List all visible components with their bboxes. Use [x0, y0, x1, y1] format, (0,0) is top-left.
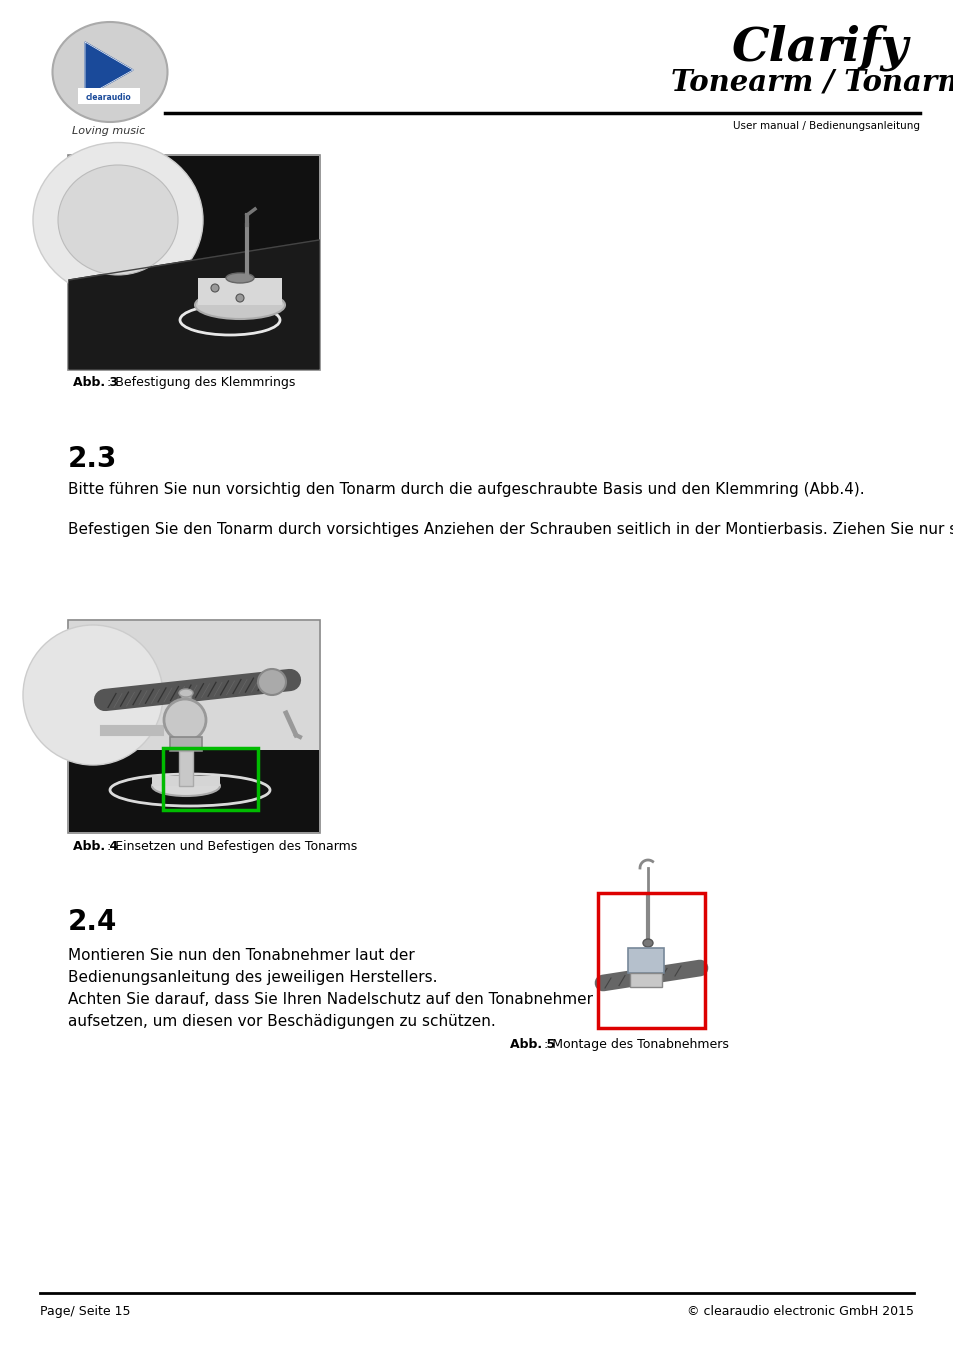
- Ellipse shape: [211, 284, 219, 292]
- Text: : Einsetzen und Befestigen des Tonarms: : Einsetzen und Befestigen des Tonarms: [107, 840, 356, 853]
- Bar: [598, 892, 704, 1027]
- Bar: [598, 892, 704, 1027]
- Bar: [629, 973, 661, 987]
- Bar: [68, 155, 319, 370]
- Bar: [78, 88, 140, 104]
- Bar: [198, 278, 282, 305]
- Ellipse shape: [179, 688, 193, 697]
- Text: User manual / Bedienungsanleitung: User manual / Bedienungsanleitung: [732, 122, 919, 131]
- Text: Abb. 5: Abb. 5: [510, 1038, 555, 1052]
- Text: aufsetzen, um diesen vor Beschädigungen zu schützen.: aufsetzen, um diesen vor Beschädigungen …: [68, 1014, 496, 1029]
- Bar: [179, 751, 193, 786]
- Ellipse shape: [164, 699, 206, 741]
- Text: 2.4: 2.4: [68, 909, 117, 936]
- Bar: [170, 737, 202, 751]
- Bar: [181, 695, 191, 713]
- Text: Achten Sie darauf, dass Sie Ihren Nadelschutz auf den Tonabnehmer: Achten Sie darauf, dass Sie Ihren Nadels…: [68, 992, 593, 1007]
- Ellipse shape: [58, 165, 178, 275]
- Text: Bitte führen Sie nun vorsichtig den Tonarm durch die aufgeschraubte Basis und de: Bitte führen Sie nun vorsichtig den Tona…: [68, 482, 863, 497]
- Ellipse shape: [226, 273, 253, 284]
- Text: Abb. 3: Abb. 3: [73, 377, 118, 389]
- Bar: [627, 948, 663, 973]
- Bar: [68, 620, 319, 833]
- Text: Bedienungsanleitung des jeweiligen Herstellers.: Bedienungsanleitung des jeweiligen Herst…: [68, 971, 437, 986]
- Text: © clearaudio electronic GmbH 2015: © clearaudio electronic GmbH 2015: [686, 1305, 913, 1318]
- Bar: [152, 776, 220, 786]
- Text: Loving music: Loving music: [72, 126, 146, 136]
- Text: 2.3: 2.3: [68, 446, 117, 472]
- Text: clearaudio: clearaudio: [86, 93, 132, 101]
- Polygon shape: [85, 42, 132, 97]
- Text: Abb. 4: Abb. 4: [73, 840, 118, 853]
- Text: Tonearm / Tonarm: Tonearm / Tonarm: [671, 68, 953, 96]
- Text: Clarify: Clarify: [731, 24, 907, 72]
- Bar: [69, 157, 318, 369]
- Text: Befestigen Sie den Tonarm durch vorsichtiges Anziehen der Schrauben seitlich in : Befestigen Sie den Tonarm durch vorsicht…: [68, 522, 953, 537]
- Ellipse shape: [235, 294, 244, 302]
- Text: Page/ Seite 15: Page/ Seite 15: [40, 1305, 131, 1318]
- Ellipse shape: [33, 143, 203, 297]
- Bar: [163, 748, 257, 810]
- Bar: [69, 751, 318, 832]
- Ellipse shape: [52, 22, 168, 122]
- Text: : Montage des Tonabnehmers: : Montage des Tonabnehmers: [543, 1038, 728, 1052]
- Text: Montieren Sie nun den Tonabnehmer laut der: Montieren Sie nun den Tonabnehmer laut d…: [68, 948, 415, 963]
- Ellipse shape: [194, 292, 285, 319]
- Ellipse shape: [257, 670, 286, 695]
- Ellipse shape: [152, 776, 220, 796]
- Text: : Befestigung des Klemmrings: : Befestigung des Klemmrings: [107, 377, 295, 389]
- Ellipse shape: [642, 940, 652, 946]
- Polygon shape: [69, 240, 318, 369]
- Ellipse shape: [23, 625, 163, 765]
- Bar: [69, 621, 318, 832]
